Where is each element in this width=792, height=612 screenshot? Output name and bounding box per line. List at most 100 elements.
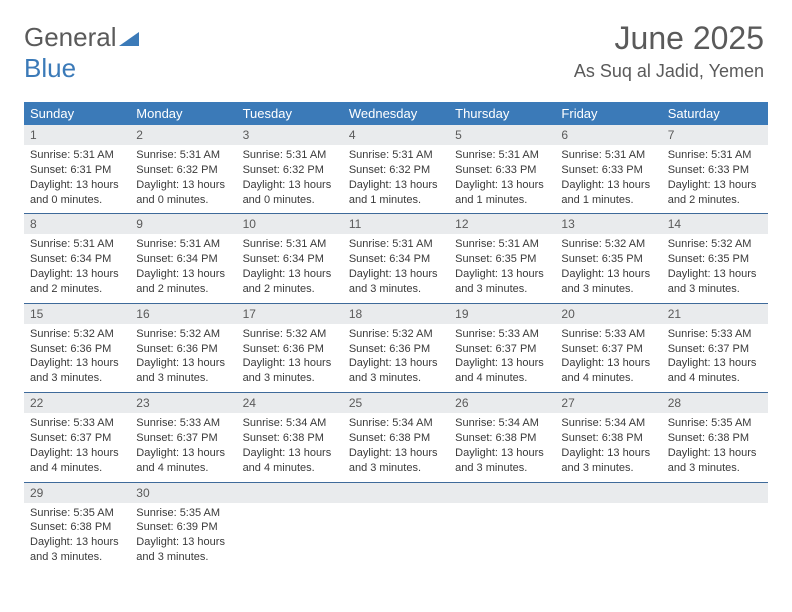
day-info: Sunrise: 5:32 AMSunset: 6:35 PMDaylight:… <box>668 234 762 296</box>
logo: General Blue <box>24 22 141 84</box>
day-cell: Sunrise: 5:31 AMSunset: 6:32 PMDaylight:… <box>237 145 343 213</box>
day-number: 20 <box>555 304 661 324</box>
day-info: Sunrise: 5:33 AMSunset: 6:37 PMDaylight:… <box>668 324 762 386</box>
day-cells-row: Sunrise: 5:32 AMSunset: 6:36 PMDaylight:… <box>24 324 768 392</box>
day-info: Sunrise: 5:31 AMSunset: 6:33 PMDaylight:… <box>455 145 549 207</box>
day-number <box>237 483 343 503</box>
day-number-strip: 891011121314 <box>24 214 768 234</box>
day-number: 7 <box>662 125 768 145</box>
day-info: Sunrise: 5:32 AMSunset: 6:36 PMDaylight:… <box>349 324 443 386</box>
day-cell: Sunrise: 5:31 AMSunset: 6:33 PMDaylight:… <box>662 145 768 213</box>
day-number: 16 <box>130 304 236 324</box>
day-cell: Sunrise: 5:31 AMSunset: 6:34 PMDaylight:… <box>237 234 343 302</box>
day-number: 1 <box>24 125 130 145</box>
logo-triangle-icon <box>119 30 141 48</box>
day-number: 21 <box>662 304 768 324</box>
day-info: Sunrise: 5:31 AMSunset: 6:35 PMDaylight:… <box>455 234 549 296</box>
weekday-tuesday: Tuesday <box>237 102 343 125</box>
day-number: 27 <box>555 393 661 413</box>
day-number: 19 <box>449 304 555 324</box>
day-number: 11 <box>343 214 449 234</box>
day-number: 29 <box>24 483 130 503</box>
week-row: 2930 Sunrise: 5:35 AMSunset: 6:38 PMDayl… <box>24 483 768 571</box>
day-cell: Sunrise: 5:33 AMSunset: 6:37 PMDaylight:… <box>449 324 555 392</box>
day-info: Sunrise: 5:33 AMSunset: 6:37 PMDaylight:… <box>136 413 230 475</box>
week-row: 15161718192021Sunrise: 5:32 AMSunset: 6:… <box>24 304 768 393</box>
day-info: Sunrise: 5:31 AMSunset: 6:34 PMDaylight:… <box>30 234 124 296</box>
day-number: 28 <box>662 393 768 413</box>
day-number <box>343 483 449 503</box>
day-cells-row: Sunrise: 5:35 AMSunset: 6:38 PMDaylight:… <box>24 503 768 571</box>
week-row: 891011121314Sunrise: 5:31 AMSunset: 6:34… <box>24 214 768 303</box>
day-info: Sunrise: 5:32 AMSunset: 6:36 PMDaylight:… <box>136 324 230 386</box>
day-cell: Sunrise: 5:34 AMSunset: 6:38 PMDaylight:… <box>237 413 343 481</box>
day-info: Sunrise: 5:31 AMSunset: 6:31 PMDaylight:… <box>30 145 124 207</box>
day-cells-row: Sunrise: 5:31 AMSunset: 6:34 PMDaylight:… <box>24 234 768 302</box>
day-number: 8 <box>24 214 130 234</box>
day-cell: Sunrise: 5:32 AMSunset: 6:35 PMDaylight:… <box>555 234 661 302</box>
day-number: 30 <box>130 483 236 503</box>
day-cell: Sunrise: 5:31 AMSunset: 6:34 PMDaylight:… <box>343 234 449 302</box>
day-number-strip: 2930 <box>24 483 768 503</box>
calendar-grid: SundayMondayTuesdayWednesdayThursdayFrid… <box>24 102 768 571</box>
day-info: Sunrise: 5:31 AMSunset: 6:33 PMDaylight:… <box>561 145 655 207</box>
day-info: Sunrise: 5:32 AMSunset: 6:36 PMDaylight:… <box>243 324 337 386</box>
day-cell: Sunrise: 5:31 AMSunset: 6:34 PMDaylight:… <box>130 234 236 302</box>
day-info: Sunrise: 5:33 AMSunset: 6:37 PMDaylight:… <box>561 324 655 386</box>
month-title: June 2025 <box>574 20 764 57</box>
page-header: June 2025 As Suq al Jadid, Yemen <box>574 20 764 82</box>
day-info: Sunrise: 5:31 AMSunset: 6:32 PMDaylight:… <box>136 145 230 207</box>
day-number: 26 <box>449 393 555 413</box>
day-cell: Sunrise: 5:33 AMSunset: 6:37 PMDaylight:… <box>130 413 236 481</box>
day-cell: Sunrise: 5:33 AMSunset: 6:37 PMDaylight:… <box>24 413 130 481</box>
day-cell: Sunrise: 5:34 AMSunset: 6:38 PMDaylight:… <box>343 413 449 481</box>
day-number: 14 <box>662 214 768 234</box>
day-cell: Sunrise: 5:32 AMSunset: 6:36 PMDaylight:… <box>24 324 130 392</box>
day-cell: Sunrise: 5:31 AMSunset: 6:35 PMDaylight:… <box>449 234 555 302</box>
day-cell <box>662 503 768 571</box>
day-cell: Sunrise: 5:32 AMSunset: 6:35 PMDaylight:… <box>662 234 768 302</box>
day-cell: Sunrise: 5:33 AMSunset: 6:37 PMDaylight:… <box>555 324 661 392</box>
day-number-strip: 15161718192021 <box>24 304 768 324</box>
weekday-saturday: Saturday <box>662 102 768 125</box>
day-cell: Sunrise: 5:31 AMSunset: 6:32 PMDaylight:… <box>130 145 236 213</box>
weekday-header-row: SundayMondayTuesdayWednesdayThursdayFrid… <box>24 102 768 125</box>
day-cell: Sunrise: 5:32 AMSunset: 6:36 PMDaylight:… <box>130 324 236 392</box>
day-cell <box>449 503 555 571</box>
day-number: 10 <box>237 214 343 234</box>
day-number: 9 <box>130 214 236 234</box>
day-info: Sunrise: 5:31 AMSunset: 6:32 PMDaylight:… <box>243 145 337 207</box>
day-cell: Sunrise: 5:35 AMSunset: 6:38 PMDaylight:… <box>24 503 130 571</box>
day-cell: Sunrise: 5:34 AMSunset: 6:38 PMDaylight:… <box>449 413 555 481</box>
day-cells-row: Sunrise: 5:33 AMSunset: 6:37 PMDaylight:… <box>24 413 768 481</box>
weekday-wednesday: Wednesday <box>343 102 449 125</box>
day-number: 22 <box>24 393 130 413</box>
day-cell: Sunrise: 5:35 AMSunset: 6:38 PMDaylight:… <box>662 413 768 481</box>
day-cell: Sunrise: 5:33 AMSunset: 6:37 PMDaylight:… <box>662 324 768 392</box>
day-cell: Sunrise: 5:32 AMSunset: 6:36 PMDaylight:… <box>237 324 343 392</box>
weekday-friday: Friday <box>555 102 661 125</box>
location-subtitle: As Suq al Jadid, Yemen <box>574 61 764 82</box>
day-cell: Sunrise: 5:31 AMSunset: 6:31 PMDaylight:… <box>24 145 130 213</box>
weekday-thursday: Thursday <box>449 102 555 125</box>
day-number: 24 <box>237 393 343 413</box>
day-number-strip: 1234567 <box>24 125 768 145</box>
day-info: Sunrise: 5:31 AMSunset: 6:33 PMDaylight:… <box>668 145 762 207</box>
day-info: Sunrise: 5:35 AMSunset: 6:39 PMDaylight:… <box>136 503 230 565</box>
day-info: Sunrise: 5:31 AMSunset: 6:34 PMDaylight:… <box>349 234 443 296</box>
day-info: Sunrise: 5:31 AMSunset: 6:34 PMDaylight:… <box>136 234 230 296</box>
day-number: 15 <box>24 304 130 324</box>
day-number <box>449 483 555 503</box>
day-info: Sunrise: 5:31 AMSunset: 6:32 PMDaylight:… <box>349 145 443 207</box>
logo-text-1: General <box>24 22 117 52</box>
day-cells-row: Sunrise: 5:31 AMSunset: 6:31 PMDaylight:… <box>24 145 768 213</box>
week-row: 1234567Sunrise: 5:31 AMSunset: 6:31 PMDa… <box>24 125 768 214</box>
day-number-strip: 22232425262728 <box>24 393 768 413</box>
day-info: Sunrise: 5:34 AMSunset: 6:38 PMDaylight:… <box>455 413 549 475</box>
day-cell: Sunrise: 5:31 AMSunset: 6:32 PMDaylight:… <box>343 145 449 213</box>
day-number <box>555 483 661 503</box>
day-number: 25 <box>343 393 449 413</box>
day-cell <box>555 503 661 571</box>
day-number: 23 <box>130 393 236 413</box>
day-info: Sunrise: 5:35 AMSunset: 6:38 PMDaylight:… <box>30 503 124 565</box>
